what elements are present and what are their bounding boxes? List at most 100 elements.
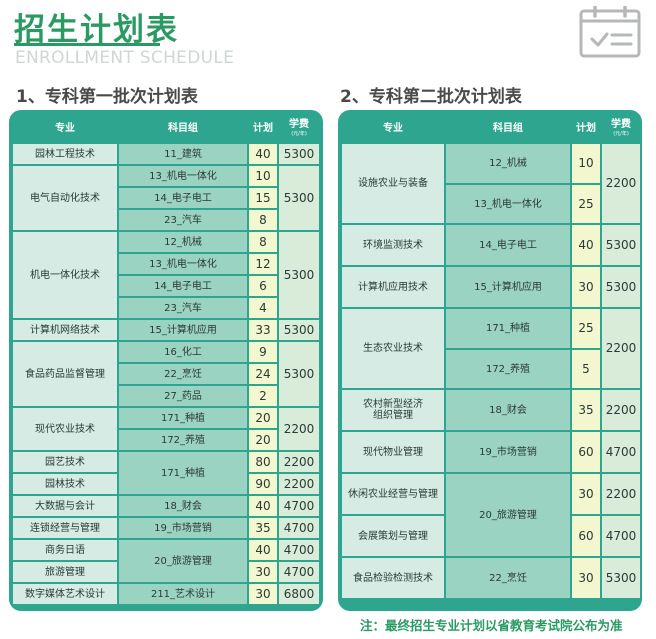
table-cell-plan: 40 bbox=[249, 144, 277, 164]
table-cell-major: 计算机网络技术 bbox=[13, 320, 117, 340]
table-cell-plan: 8 bbox=[249, 232, 277, 252]
table-cell-plan: 25 bbox=[572, 185, 600, 223]
table-cell-fee: 4700 bbox=[602, 516, 640, 556]
table-cell-plan: 80 bbox=[249, 452, 277, 472]
title-underline bbox=[14, 43, 160, 46]
col-header-subject: 科目组 bbox=[168, 122, 198, 134]
table-cell-subject: 171_种植 bbox=[446, 309, 570, 348]
footer-note: 注：最终招生专业计划以省教育考试院公布为准 bbox=[360, 618, 623, 633]
table-cell-fee: 5300 bbox=[279, 320, 319, 340]
table-cell-major: 电气自动化技术 bbox=[13, 166, 117, 230]
table-cell-major: 环境监测技术 bbox=[342, 225, 444, 265]
col-header-major: 专业 bbox=[383, 122, 403, 134]
table-cell-fee: 6800 bbox=[279, 584, 319, 604]
table-cell-plan: 40 bbox=[572, 225, 600, 265]
table-cell-major: 大数据与会计 bbox=[13, 496, 117, 516]
table-cell-plan: 30 bbox=[572, 267, 600, 307]
table-cell-subject: 16_化工 bbox=[119, 342, 247, 362]
table-cell-plan: 30 bbox=[249, 562, 277, 582]
table1-heading: 1、专科第一批次计划表 bbox=[16, 87, 198, 107]
table-cell-plan: 15 bbox=[249, 188, 277, 208]
table-cell-major: 现代物业管理 bbox=[342, 432, 444, 472]
table-cell-subject: 15_计算机应用 bbox=[446, 267, 570, 307]
table-cell-fee: 2200 bbox=[602, 144, 640, 223]
table-cell-fee: 4700 bbox=[602, 432, 640, 472]
table-cell-plan: 24 bbox=[249, 364, 277, 384]
table-cell-fee: 5300 bbox=[279, 342, 319, 406]
table-cell-subject: 12_机械 bbox=[446, 144, 570, 183]
table-cell-plan: 33 bbox=[249, 320, 277, 340]
table-cell-subject: 19_市场营销 bbox=[119, 518, 247, 538]
table-cell-plan: 6 bbox=[249, 276, 277, 296]
table-cell-subject: 20_旅游管理 bbox=[446, 474, 570, 556]
table-cell-subject: 14_电子电工 bbox=[446, 225, 570, 265]
table-cell-subject: 172_养殖 bbox=[119, 430, 247, 450]
table-cell-plan: 9 bbox=[249, 342, 277, 362]
table-cell-fee: 2200 bbox=[279, 408, 319, 450]
table-cell-subject: 23_汽车 bbox=[119, 210, 247, 230]
table-cell-subject: 23_汽车 bbox=[119, 298, 247, 318]
table-cell-subject: 13_机电一体化 bbox=[446, 185, 570, 223]
table-cell-fee: 2200 bbox=[279, 474, 319, 494]
table-cell-plan: 25 bbox=[572, 309, 600, 348]
table-cell-subject: 18_财会 bbox=[119, 496, 247, 516]
table-cell-major: 计算机应用技术 bbox=[342, 267, 444, 307]
table-cell-subject: 172_养殖 bbox=[446, 350, 570, 388]
table-cell-major: 连锁经营与管理 bbox=[13, 518, 117, 538]
table-cell-plan: 5 bbox=[572, 350, 600, 388]
table-cell-plan: 90 bbox=[249, 474, 277, 494]
table-cell-subject: 27_药品 bbox=[119, 386, 247, 406]
table2: 专业 科目组 计划 学费 (元/年) 设施农业与装备 12_机械 10 2200 … bbox=[340, 112, 642, 600]
table-cell-fee: 4700 bbox=[279, 518, 319, 538]
table1: 专业 科目组 计划 学费 (元/年) 园林工程技术 11_建筑 40 5300 电… bbox=[11, 112, 321, 606]
table-cell-fee: 5300 bbox=[279, 166, 319, 230]
fee-unit: (元/年) bbox=[613, 131, 629, 137]
table-cell-major: 机电一体化技术 bbox=[13, 232, 117, 318]
col-header-fee: 学费 (元/年) bbox=[602, 114, 640, 142]
table-cell-major: 设施农业与装备 bbox=[342, 144, 444, 223]
col-header-plan: 计划 bbox=[253, 122, 273, 134]
table-cell-major: 园艺技术 bbox=[13, 452, 117, 472]
table-cell-fee: 4700 bbox=[279, 562, 319, 582]
table-cell-major: 现代农业技术 bbox=[13, 408, 117, 450]
table-cell-fee: 5300 bbox=[602, 267, 640, 307]
table-cell-plan: 4 bbox=[249, 298, 277, 318]
table-cell-plan: 10 bbox=[249, 166, 277, 186]
major-line-2: 组织管理 bbox=[373, 410, 413, 421]
table-cell-major: 园林技术 bbox=[13, 474, 117, 494]
col-header-major: 专业 bbox=[55, 122, 75, 134]
table-cell-major: 园林工程技术 bbox=[13, 144, 117, 164]
table-cell-plan: 35 bbox=[572, 390, 600, 430]
table-cell-fee: 5300 bbox=[279, 232, 319, 318]
table-cell-plan: 20 bbox=[249, 408, 277, 428]
table-cell-plan: 40 bbox=[249, 540, 277, 560]
table-cell-major: 旅游管理 bbox=[13, 562, 117, 582]
table-cell-fee: 4700 bbox=[279, 496, 319, 516]
table-cell-fee: 5300 bbox=[602, 558, 640, 598]
major-line-1: 农村新型经济 bbox=[363, 399, 423, 410]
table-cell-subject: 22_烹饪 bbox=[446, 558, 570, 598]
table-cell-plan: 60 bbox=[572, 516, 600, 556]
table-cell-plan: 8 bbox=[249, 210, 277, 230]
table-cell-subject: 14_电子电工 bbox=[119, 188, 247, 208]
page-subtitle: ENROLLMENT SCHEDULE bbox=[15, 48, 235, 68]
table-cell-fee: 2200 bbox=[602, 309, 640, 388]
fee-label: 学费 bbox=[611, 119, 631, 130]
table-cell-subject: 211_艺术设计 bbox=[119, 584, 247, 604]
table-cell-major: 食品药品监督管理 bbox=[13, 342, 117, 406]
table-cell-major: 会展策划与管理 bbox=[342, 516, 444, 556]
table-cell-fee: 2200 bbox=[602, 390, 640, 430]
table-cell-subject: 13_机电一体化 bbox=[119, 254, 247, 274]
table-cell-plan: 40 bbox=[249, 496, 277, 516]
page-title: 招生计划表 bbox=[14, 12, 179, 48]
table-cell-plan: 35 bbox=[249, 518, 277, 538]
col-header-fee: 学费 (元/年) bbox=[279, 114, 319, 142]
table-cell-subject: 19_市场营销 bbox=[446, 432, 570, 472]
calendar-check-icon bbox=[579, 6, 641, 58]
col-header-subject: 科目组 bbox=[493, 122, 523, 134]
table-cell-subject: 20_旅游管理 bbox=[119, 540, 247, 582]
table-cell-subject: 11_建筑 bbox=[119, 144, 247, 164]
table2-heading: 2、专科第二批次计划表 bbox=[340, 87, 522, 107]
table-cell-major: 农村新型经济 组织管理 bbox=[342, 390, 444, 430]
table-cell-subject: 171_种植 bbox=[119, 408, 247, 428]
